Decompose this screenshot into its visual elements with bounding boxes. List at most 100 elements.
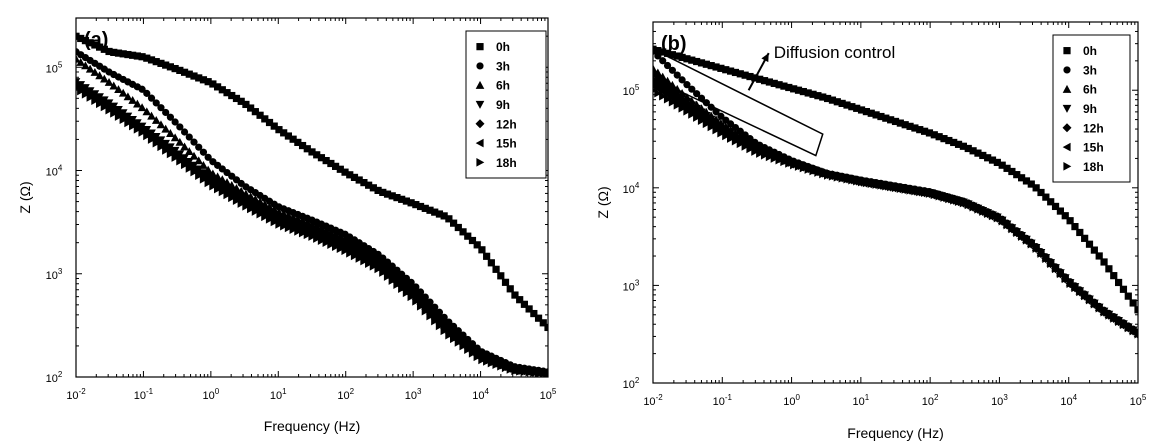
data-point [692, 100, 701, 109]
legend: 0h 3h 6h 9h 12h 15h 18h [465, 30, 547, 179]
data-point [269, 205, 279, 214]
data-point [81, 84, 90, 93]
data-point [1090, 298, 1098, 306]
y-tick-label: 104 [46, 164, 63, 179]
data-point [1081, 234, 1089, 242]
data-point [171, 118, 179, 126]
data-point [345, 236, 355, 245]
data-point [659, 91, 668, 101]
y-tick-label: 103 [46, 267, 63, 282]
plot-area [653, 45, 1138, 339]
annotation-text: Diffusion control [774, 43, 896, 62]
data-point [312, 221, 322, 230]
data-point [76, 78, 81, 87]
data-point [109, 102, 119, 111]
data-point [544, 323, 548, 332]
data-point [100, 74, 109, 83]
data-point [175, 137, 185, 146]
legend-entry: 3h [1083, 63, 1097, 77]
data-point [95, 93, 104, 102]
data-point [688, 110, 697, 119]
legend-entry: 0h [1083, 44, 1097, 58]
data-point [222, 178, 232, 187]
legend-marker [475, 138, 484, 148]
data-point [435, 308, 444, 316]
data-point [100, 96, 109, 105]
data-point [118, 109, 128, 118]
x-tick-label: 102 [337, 387, 354, 402]
legend: 0h 3h 6h 9h 12h 15h 18h [1052, 34, 1131, 183]
y-tick-label: 102 [623, 376, 640, 391]
data-point [1105, 265, 1113, 273]
data-point [138, 85, 146, 93]
data-point [683, 106, 692, 116]
y-tick-label: 104 [623, 181, 640, 196]
y-tick-label: 105 [46, 60, 63, 75]
data-point [260, 200, 270, 208]
data-point [161, 124, 170, 133]
data-point [717, 112, 725, 120]
data-point [663, 61, 672, 70]
data-point [1071, 282, 1079, 290]
data-point [208, 169, 218, 178]
legend-marker [476, 62, 484, 70]
plot-area [76, 32, 548, 377]
legend-entry: 6h [496, 79, 510, 93]
data-point [663, 76, 672, 85]
data-point [1061, 273, 1069, 281]
x-axis-label: Frequency (Hz) [264, 418, 360, 434]
data-point [128, 95, 137, 104]
legend-marker [1062, 123, 1072, 133]
data-point [85, 64, 95, 73]
data-point [383, 266, 392, 275]
data-point [735, 131, 745, 140]
data-point [1047, 258, 1055, 266]
data-point [544, 368, 548, 376]
data-point [1013, 227, 1021, 235]
diffusion-annotation: Diffusion control [652, 43, 896, 157]
data-point [1081, 290, 1089, 298]
data-point [1051, 263, 1060, 271]
data-point [184, 157, 194, 166]
data-point [227, 181, 237, 189]
data-point [336, 232, 345, 240]
legend-entry: 3h [496, 59, 510, 73]
data-point [151, 116, 161, 124]
data-point [653, 75, 658, 85]
x-axis-label: Frequency (Hz) [847, 425, 943, 441]
legend-entry: 6h [1083, 83, 1097, 97]
data-point [706, 111, 716, 120]
data-point [721, 122, 731, 131]
data-point [298, 216, 307, 225]
data-point [693, 113, 701, 122]
data-point [673, 71, 681, 79]
data-point [195, 143, 203, 151]
data-point [184, 147, 194, 156]
data-point [326, 227, 336, 236]
data-point [393, 266, 401, 274]
y-tick-label: 102 [46, 370, 63, 385]
data-point [1008, 223, 1016, 231]
data-point [1027, 238, 1035, 246]
data-point [653, 64, 658, 73]
data-point [1100, 258, 1108, 266]
data-point [688, 85, 696, 93]
data-point [137, 122, 147, 131]
data-point [492, 265, 500, 273]
data-point [152, 99, 160, 107]
data-point [1071, 222, 1079, 231]
data-point [81, 61, 90, 70]
y-tick-label: 105 [623, 83, 640, 98]
x-tick-label: 102 [922, 393, 939, 408]
data-point [128, 115, 137, 124]
data-point [497, 272, 505, 280]
data-point [76, 58, 86, 66]
data-point [137, 103, 147, 112]
legend-entry: 18h [1083, 160, 1104, 174]
legend-marker [475, 119, 485, 129]
data-point [156, 120, 166, 129]
data-point [663, 94, 672, 104]
data-point [397, 278, 406, 287]
data-point [683, 81, 691, 89]
data-point [307, 219, 317, 228]
